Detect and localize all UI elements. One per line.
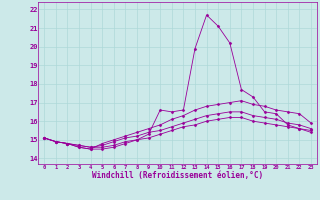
X-axis label: Windchill (Refroidissement éolien,°C): Windchill (Refroidissement éolien,°C) bbox=[92, 171, 263, 180]
